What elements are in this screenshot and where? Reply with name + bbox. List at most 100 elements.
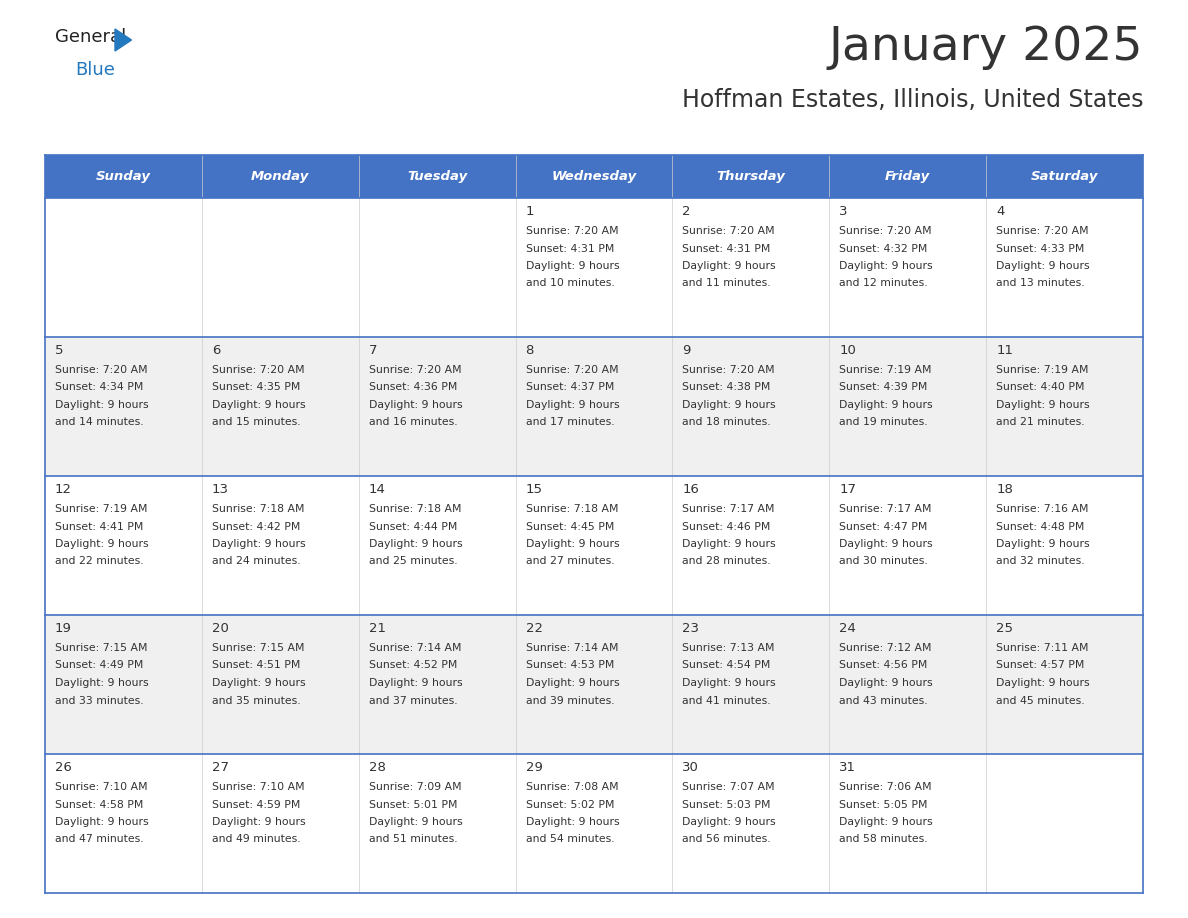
Text: and 27 minutes.: and 27 minutes. (525, 556, 614, 566)
Text: 14: 14 (368, 483, 386, 496)
Bar (516, 337, 672, 476)
Bar (829, 198, 986, 337)
Bar (516, 155, 672, 198)
Text: and 24 minutes.: and 24 minutes. (211, 556, 301, 566)
Text: Blue: Blue (75, 61, 115, 79)
Text: 4: 4 (997, 205, 1005, 218)
Text: Sunset: 4:31 PM: Sunset: 4:31 PM (525, 243, 614, 253)
Text: Sunset: 4:47 PM: Sunset: 4:47 PM (839, 521, 928, 532)
Text: Sunrise: 7:14 AM: Sunrise: 7:14 AM (525, 643, 618, 653)
Text: Sunrise: 7:18 AM: Sunrise: 7:18 AM (525, 504, 618, 514)
Text: Sunrise: 7:10 AM: Sunrise: 7:10 AM (55, 782, 147, 792)
Text: Daylight: 9 hours: Daylight: 9 hours (525, 261, 619, 271)
Text: Sunset: 5:02 PM: Sunset: 5:02 PM (525, 800, 614, 810)
Text: Thursday: Thursday (716, 170, 785, 183)
Text: Sunset: 4:32 PM: Sunset: 4:32 PM (839, 243, 928, 253)
Text: 12: 12 (55, 483, 72, 496)
Text: Daylight: 9 hours: Daylight: 9 hours (55, 539, 148, 549)
Text: 3: 3 (839, 205, 848, 218)
Text: 21: 21 (368, 622, 386, 635)
Text: Sunrise: 7:20 AM: Sunrise: 7:20 AM (368, 365, 461, 375)
Bar (202, 198, 359, 337)
Text: Daylight: 9 hours: Daylight: 9 hours (525, 400, 619, 410)
Text: and 35 minutes.: and 35 minutes. (211, 696, 301, 706)
Text: Sunrise: 7:15 AM: Sunrise: 7:15 AM (211, 643, 304, 653)
Text: Sunset: 4:46 PM: Sunset: 4:46 PM (682, 521, 771, 532)
Text: and 11 minutes.: and 11 minutes. (682, 278, 771, 288)
Text: Saturday: Saturday (1031, 170, 1099, 183)
Text: Sunrise: 7:19 AM: Sunrise: 7:19 AM (997, 365, 1088, 375)
Text: Sunrise: 7:18 AM: Sunrise: 7:18 AM (211, 504, 304, 514)
Text: Sunset: 4:37 PM: Sunset: 4:37 PM (525, 383, 614, 393)
Text: Daylight: 9 hours: Daylight: 9 hours (839, 261, 933, 271)
Text: Sunset: 4:45 PM: Sunset: 4:45 PM (525, 521, 614, 532)
Text: 23: 23 (682, 622, 700, 635)
Text: Sunset: 4:35 PM: Sunset: 4:35 PM (211, 383, 301, 393)
Text: Daylight: 9 hours: Daylight: 9 hours (368, 400, 462, 410)
Text: Daylight: 9 hours: Daylight: 9 hours (997, 539, 1089, 549)
Bar (45, 337, 202, 476)
Text: Sunset: 5:01 PM: Sunset: 5:01 PM (368, 800, 457, 810)
Bar (829, 754, 986, 893)
Bar (359, 754, 516, 893)
Bar (672, 476, 829, 615)
Text: and 45 minutes.: and 45 minutes. (997, 696, 1085, 706)
Text: January 2025: January 2025 (828, 25, 1143, 70)
Text: 29: 29 (525, 761, 543, 774)
Text: and 49 minutes.: and 49 minutes. (211, 834, 301, 845)
Text: and 39 minutes.: and 39 minutes. (525, 696, 614, 706)
Text: Sunrise: 7:20 AM: Sunrise: 7:20 AM (997, 226, 1088, 236)
Text: 10: 10 (839, 344, 857, 357)
Text: and 56 minutes.: and 56 minutes. (682, 834, 771, 845)
Bar (45, 155, 202, 198)
Text: 18: 18 (997, 483, 1013, 496)
Text: 28: 28 (368, 761, 386, 774)
Bar (672, 155, 829, 198)
Text: Sunset: 4:34 PM: Sunset: 4:34 PM (55, 383, 144, 393)
Text: Sunrise: 7:14 AM: Sunrise: 7:14 AM (368, 643, 461, 653)
Text: Sunrise: 7:12 AM: Sunrise: 7:12 AM (839, 643, 931, 653)
Text: Daylight: 9 hours: Daylight: 9 hours (682, 678, 776, 688)
Bar (672, 198, 829, 337)
Text: and 15 minutes.: and 15 minutes. (211, 418, 301, 428)
Text: Sunrise: 7:20 AM: Sunrise: 7:20 AM (682, 365, 775, 375)
Text: and 17 minutes.: and 17 minutes. (525, 418, 614, 428)
Text: and 33 minutes.: and 33 minutes. (55, 696, 144, 706)
Text: and 28 minutes.: and 28 minutes. (682, 556, 771, 566)
Text: Sunrise: 7:10 AM: Sunrise: 7:10 AM (211, 782, 304, 792)
Text: and 47 minutes.: and 47 minutes. (55, 834, 144, 845)
Text: and 21 minutes.: and 21 minutes. (997, 418, 1085, 428)
Text: Wednesday: Wednesday (551, 170, 637, 183)
Text: Daylight: 9 hours: Daylight: 9 hours (55, 817, 148, 827)
Text: Sunrise: 7:20 AM: Sunrise: 7:20 AM (525, 365, 618, 375)
Text: Daylight: 9 hours: Daylight: 9 hours (525, 539, 619, 549)
Text: 8: 8 (525, 344, 533, 357)
Text: Sunset: 4:58 PM: Sunset: 4:58 PM (55, 800, 144, 810)
Text: and 58 minutes.: and 58 minutes. (839, 834, 928, 845)
Text: Sunset: 4:40 PM: Sunset: 4:40 PM (997, 383, 1085, 393)
Text: Sunset: 4:49 PM: Sunset: 4:49 PM (55, 660, 144, 670)
Text: and 43 minutes.: and 43 minutes. (839, 696, 928, 706)
Text: Daylight: 9 hours: Daylight: 9 hours (211, 817, 305, 827)
Text: Sunday: Sunday (96, 170, 151, 183)
Text: Sunset: 5:05 PM: Sunset: 5:05 PM (839, 800, 928, 810)
Text: Daylight: 9 hours: Daylight: 9 hours (55, 678, 148, 688)
Bar (829, 155, 986, 198)
Polygon shape (115, 29, 132, 51)
Bar (359, 198, 516, 337)
Text: Daylight: 9 hours: Daylight: 9 hours (211, 400, 305, 410)
Text: 30: 30 (682, 761, 700, 774)
Bar (672, 337, 829, 476)
Text: Daylight: 9 hours: Daylight: 9 hours (368, 817, 462, 827)
Text: 17: 17 (839, 483, 857, 496)
Text: Sunrise: 7:20 AM: Sunrise: 7:20 AM (682, 226, 775, 236)
Text: Sunset: 4:54 PM: Sunset: 4:54 PM (682, 660, 771, 670)
Text: and 13 minutes.: and 13 minutes. (997, 278, 1085, 288)
Bar (516, 198, 672, 337)
Text: Sunrise: 7:17 AM: Sunrise: 7:17 AM (839, 504, 931, 514)
Text: 16: 16 (682, 483, 700, 496)
Bar (986, 476, 1143, 615)
Bar (672, 754, 829, 893)
Text: Sunset: 4:53 PM: Sunset: 4:53 PM (525, 660, 614, 670)
Bar (202, 754, 359, 893)
